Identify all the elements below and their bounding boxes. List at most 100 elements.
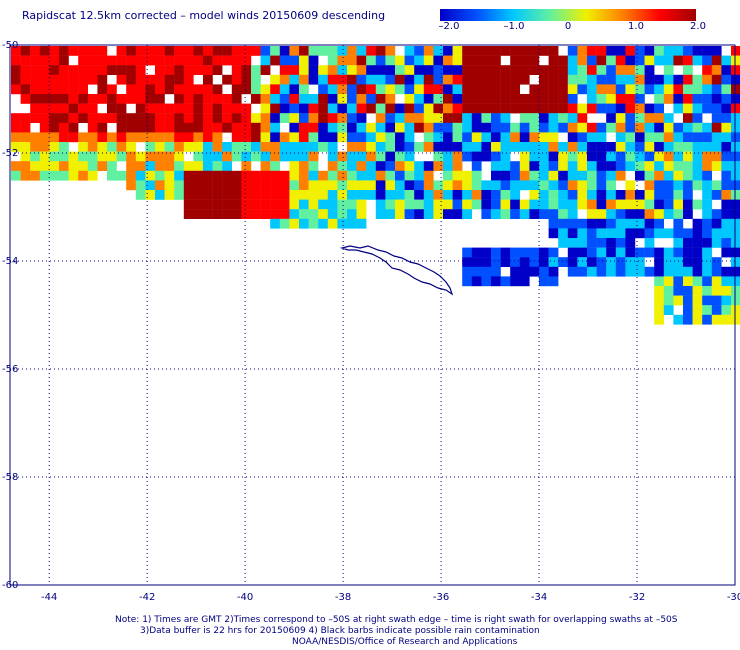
wind-cell: [183, 180, 194, 191]
wind-cell: [193, 65, 204, 75]
wind-cell: [577, 65, 588, 75]
wind-cell: [702, 132, 712, 143]
wind-cell: [135, 122, 146, 133]
wind-cell: [279, 190, 290, 200]
wind-cell: [375, 46, 386, 56]
wind-cell: [481, 113, 492, 123]
wind-cell: [308, 103, 319, 114]
wind-cell: [692, 132, 703, 143]
wind-cell: [491, 94, 501, 104]
wind-cell: [327, 142, 338, 152]
wind-cell: [174, 151, 184, 162]
wind-cell: [702, 190, 712, 200]
wind-cell: [711, 94, 722, 104]
wind-cell: [577, 190, 588, 200]
wind-cell: [587, 228, 597, 239]
wind-cell: [500, 161, 511, 171]
wind-cell: [30, 46, 40, 56]
wind-cell: [347, 190, 357, 200]
wind-cell: [135, 103, 146, 114]
wind-cell: [231, 151, 242, 162]
wind-cell: [683, 209, 693, 219]
wind-cell: [375, 55, 386, 66]
wind-cell: [500, 74, 511, 85]
wind-cell: [78, 65, 88, 75]
wind-cell: [433, 84, 444, 95]
wind-cell: [145, 46, 156, 56]
wind-cell: [548, 276, 559, 287]
wind-cell: [510, 55, 520, 66]
wind-cell: [663, 84, 674, 95]
wind-cell: [318, 132, 328, 143]
wind-cell: [164, 122, 175, 133]
wind-cell: [270, 94, 280, 104]
wind-cell: [577, 199, 588, 210]
wind-cell: [395, 180, 405, 191]
wind-cell: [663, 113, 674, 123]
lat-tick-label: -56: [2, 364, 18, 375]
wind-cell: [385, 55, 396, 66]
wind-cell: [116, 65, 127, 75]
wind-cell: [615, 103, 626, 114]
wind-cell: [481, 65, 492, 75]
wind-cell: [385, 170, 396, 181]
wind-cell: [587, 46, 597, 56]
wind-cell: [519, 209, 530, 219]
wind-cell: [347, 199, 357, 210]
wind-cell: [395, 199, 405, 210]
island-coastline: [339, 245, 454, 296]
wind-cell: [385, 161, 396, 171]
wind-cell: [452, 190, 463, 200]
wind-cell: [433, 199, 444, 210]
wind-cell: [654, 286, 664, 296]
wind-cell: [692, 46, 703, 56]
wind-cell: [299, 113, 309, 123]
wind-cell: [683, 170, 693, 181]
wind-cell: [395, 161, 405, 171]
wind-cell: [567, 228, 578, 239]
wind-cell: [519, 276, 530, 287]
wind-cell: [241, 74, 252, 85]
wind-cell: [462, 209, 472, 219]
wind-cell: [635, 74, 645, 85]
wind-cell: [587, 74, 597, 85]
wind-cell: [452, 74, 463, 85]
wind-cell: [155, 180, 165, 191]
wind-cell: [481, 276, 492, 287]
wind-cell: [644, 151, 655, 162]
wind-cell: [116, 113, 127, 123]
wind-cell: [596, 74, 607, 85]
wind-cell: [596, 55, 607, 66]
wind-cell: [299, 151, 309, 162]
wind-cell: [222, 142, 232, 152]
wind-cell: [529, 190, 540, 200]
wind-cell: [145, 74, 156, 85]
wind-cell: [567, 209, 578, 219]
lon-tick-label: -40: [237, 592, 253, 603]
wind-cell: [452, 94, 463, 104]
wind-cell: [663, 295, 674, 306]
wind-cell: [462, 65, 472, 75]
wind-cell: [673, 180, 684, 191]
wind-cell: [87, 132, 98, 143]
wind-cell: [327, 84, 338, 95]
wind-cell: [193, 209, 204, 219]
wind-cell: [270, 170, 280, 181]
wind-cell: [635, 46, 645, 56]
wind-cell: [107, 132, 117, 143]
wind-cell: [539, 209, 549, 219]
wind-cell: [673, 132, 684, 143]
wind-cell: [375, 151, 386, 162]
wind-cell: [241, 209, 252, 219]
wind-cell: [663, 151, 674, 162]
wind-cell: [644, 170, 655, 181]
wind-cell: [491, 55, 501, 66]
wind-cell: [30, 74, 40, 85]
wind-cell: [49, 132, 60, 143]
wind-cell: [519, 55, 530, 66]
wind-cell: [644, 190, 655, 200]
wind-cell: [289, 199, 300, 210]
wind-cell: [673, 295, 684, 306]
wind-cell: [587, 94, 597, 104]
